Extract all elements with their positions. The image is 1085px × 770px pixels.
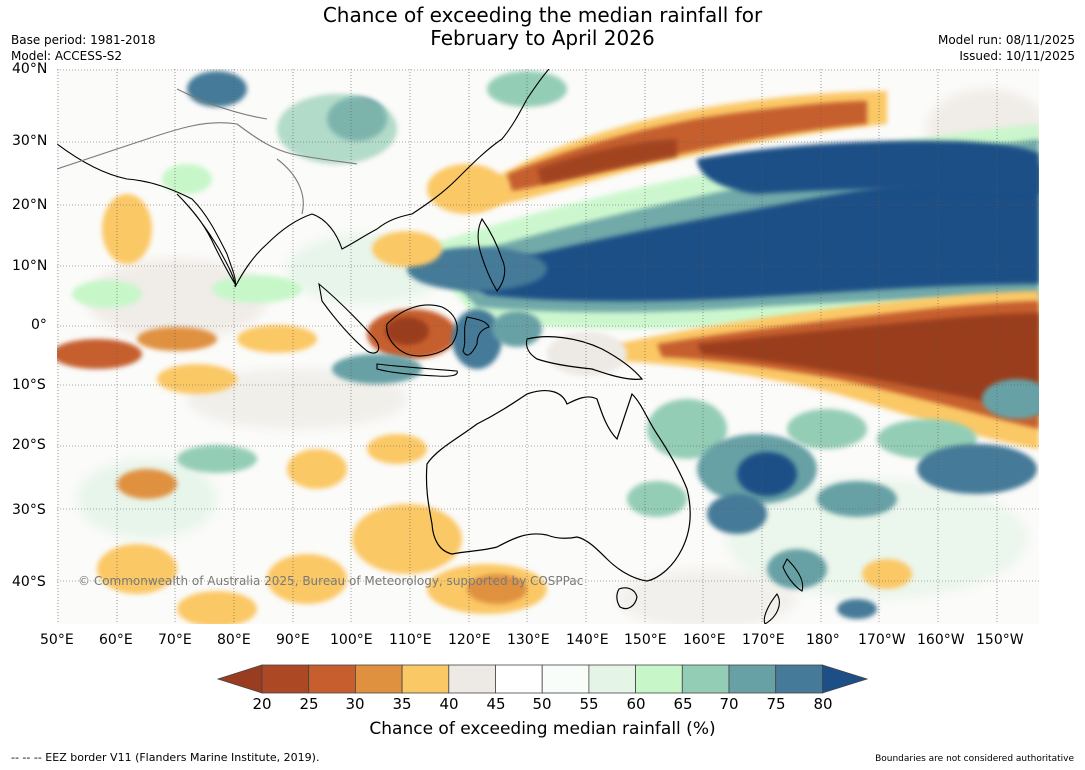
colorbar-segment	[354, 664, 403, 694]
south-pacific-anomalies	[627, 379, 1039, 619]
colorbar-tick: 70	[719, 695, 739, 713]
lat-label: 20°S	[12, 437, 46, 453]
lon-label: 110°E	[389, 632, 432, 648]
colorbar-segment	[308, 664, 356, 694]
colorbar-tick: 50	[532, 695, 552, 713]
lon-label: 150°E	[624, 632, 667, 648]
colorbar-tick: 40	[439, 695, 459, 713]
sumatra-outline	[318, 282, 380, 354]
lon-label: 170°W	[858, 632, 906, 648]
lat-label: 10°S	[12, 377, 46, 393]
colorbar	[216, 664, 869, 694]
tasmania-outline	[616, 587, 638, 610]
wet-band-north-pacific	[417, 124, 1039, 329]
colorbar-segment	[448, 664, 496, 694]
meta-left: Base period: 1981-2018 Model: ACCESS-S2	[11, 32, 156, 64]
lon-label: 160°E	[683, 632, 726, 648]
colorbar-segment	[728, 664, 777, 694]
lat-label: 40°S	[12, 574, 46, 590]
boundaries-disclaimer: Boundaries are not considered authoritat…	[875, 754, 1074, 764]
asia-anomalies	[162, 71, 567, 194]
lon-label: 60°E	[99, 632, 133, 648]
copyright-notice: © Commonwealth of Australia 2025, Bureau…	[78, 574, 584, 588]
indian-ocean-anomalies	[57, 194, 547, 624]
colorbar-tick: 80	[813, 695, 833, 713]
lat-label: 40°N	[12, 61, 48, 77]
lat-label: 30°N	[12, 133, 48, 149]
lon-label: 80°E	[217, 632, 251, 648]
colorbar-tick: 45	[486, 695, 506, 713]
colorbar-segment	[681, 664, 730, 694]
eez-border-note: -- -- -- EEZ border V11 (Flanders Marine…	[11, 751, 320, 764]
asia-borders	[57, 88, 358, 215]
philippines-outline	[477, 217, 506, 292]
dry-band-equatorial-pacific	[617, 291, 1039, 449]
java-outline	[376, 363, 458, 377]
lon-label: 180°	[806, 632, 840, 648]
issued-date: Issued: 10/11/2025	[959, 49, 1075, 63]
colorbar-segment	[635, 664, 683, 694]
lon-label: 50°E	[40, 632, 74, 648]
asia-coastline	[57, 69, 550, 288]
colorbar-segment	[541, 664, 590, 694]
title-line-2: February to April 2026	[430, 26, 655, 50]
chart-title: Chance of exceeding the median rainfall …	[0, 4, 1085, 50]
lat-label: 20°N	[12, 197, 48, 213]
india-outline	[176, 193, 236, 285]
lon-label: 130°E	[507, 632, 550, 648]
colorbar-segment	[401, 664, 450, 694]
sulawesi-outline	[462, 316, 490, 356]
lon-label: 140°E	[566, 632, 609, 648]
colorbar-tick: 20	[252, 695, 272, 713]
dry-band-north-pacific	[477, 91, 887, 209]
colorbar-segment	[495, 664, 543, 694]
model-name: Model: ACCESS-S2	[11, 49, 123, 63]
lon-label: 70°E	[158, 632, 192, 648]
borneo-outline	[386, 304, 458, 357]
colorbar-tick: 75	[766, 695, 786, 713]
lon-label: 150°W	[976, 632, 1024, 648]
lon-label: 90°E	[276, 632, 310, 648]
australia-outline	[425, 390, 691, 582]
colorbar-label: Chance of exceeding median rainfall (%)	[369, 719, 716, 739]
lat-label: 10°N	[12, 258, 48, 274]
colorbar-tick: 25	[299, 695, 319, 713]
lat-label: 30°S	[12, 502, 46, 518]
lon-label: 100°E	[330, 632, 373, 648]
colorbar-segment	[216, 664, 263, 694]
lon-label: 170°E	[742, 632, 785, 648]
colorbar-tick: 65	[673, 695, 693, 713]
colorbar-tick: 35	[392, 695, 412, 713]
colorbar-segment	[775, 664, 823, 694]
colorbar-segment	[822, 664, 869, 694]
gridlines	[57, 69, 1039, 624]
colorbar-tick: 60	[626, 695, 646, 713]
rainfall-map	[57, 69, 1039, 624]
base-period: Base period: 1981-2018	[11, 33, 156, 47]
new-guinea-outline	[525, 336, 644, 380]
lon-label: 120°E	[448, 632, 491, 648]
colorbar-tick: 55	[579, 695, 599, 713]
title-line-1: Chance of exceeding the median rainfall …	[322, 3, 763, 27]
model-run: Model run: 08/11/2025	[937, 33, 1075, 47]
lat-label: 0°	[31, 317, 47, 333]
new-zealand-outline	[763, 558, 804, 624]
colorbar-segment	[588, 664, 636, 694]
meta-right: Model run: 08/11/2025 Issued: 10/11/2025	[938, 32, 1075, 64]
lon-label: 160°W	[917, 632, 965, 648]
colorbar-tick: 30	[345, 695, 365, 713]
colorbar-segment	[261, 664, 310, 694]
